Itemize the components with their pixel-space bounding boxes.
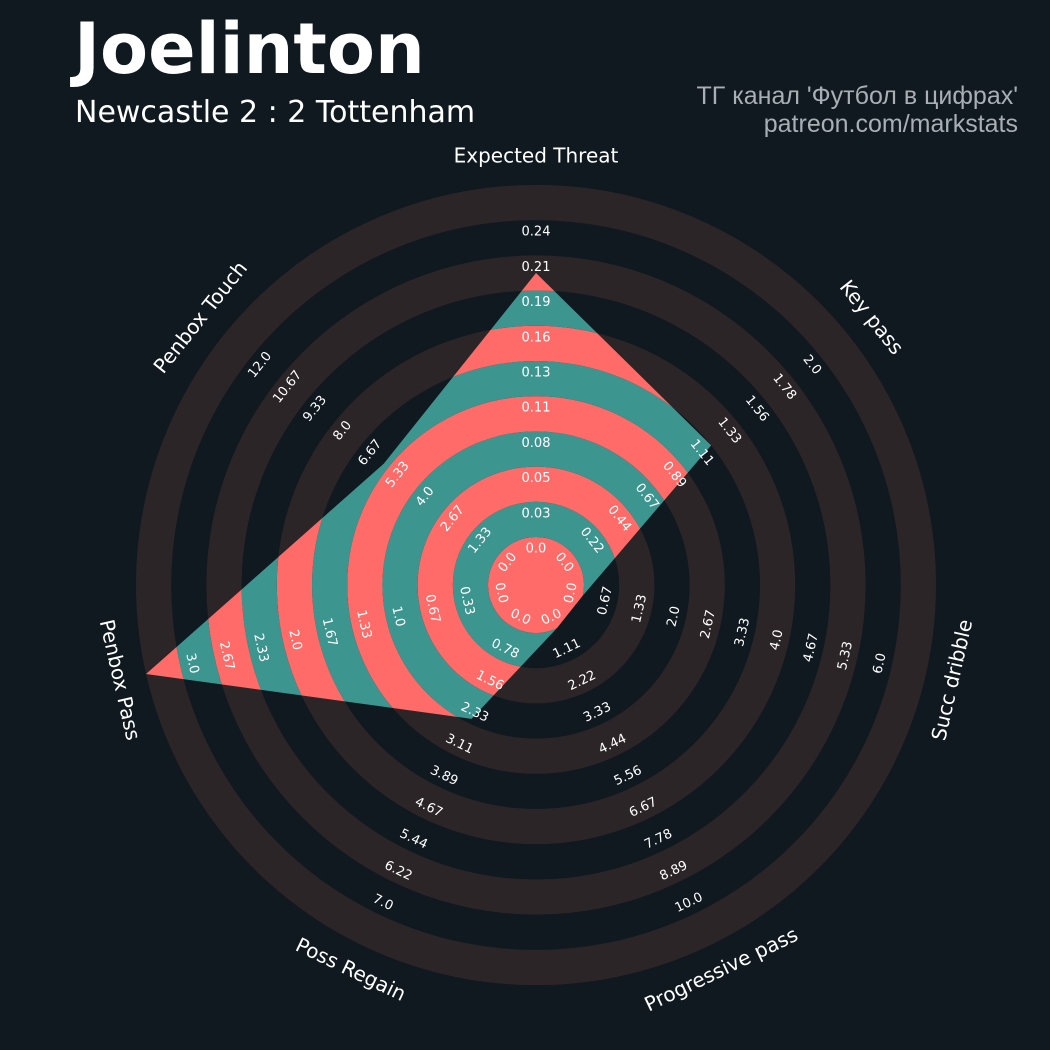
tick-label: 0.24: [522, 225, 551, 240]
tick-label: 0.21: [522, 260, 551, 275]
param-label: Succ dribble: [926, 617, 977, 743]
tick-label: 0.0: [561, 581, 580, 605]
tick-label: 3.0: [182, 652, 201, 676]
tick-label: 0.05: [522, 471, 551, 486]
axis-ticks: 0.0 0.67 1.33 2.0 2.67 3.33 4.0 4.67 5.33 6.0: [561, 581, 889, 675]
tick-label: 4.0: [767, 628, 786, 652]
inner-disc: [488, 537, 584, 633]
tick-label: 7.0: [370, 892, 395, 914]
param-label: Expected Threat: [454, 144, 619, 168]
tick-label: 0.13: [522, 366, 551, 381]
tick-label: 3.33: [732, 616, 753, 648]
tick-label: 2.67: [216, 640, 237, 672]
param-label: Penbox Pass: [95, 617, 146, 742]
tick-label: 1.67: [319, 616, 340, 648]
match-subtitle: Newcastle 2 : 2 Tottenham: [75, 95, 476, 130]
tick-label: 6.0: [870, 652, 889, 676]
tick-label: 2.0: [664, 605, 683, 629]
tick-label: 0.16: [522, 330, 551, 345]
tick-label: 4.67: [801, 632, 822, 664]
tick-label: 2.67: [698, 609, 719, 641]
patreon-credit: patreon.com/markstats: [763, 110, 1018, 138]
tick-label: 0.11: [522, 401, 551, 416]
tick-label: 1.33: [353, 609, 374, 641]
tick-label: 0.67: [595, 585, 616, 617]
tick-label: 1.0: [388, 605, 407, 629]
tick-label: 0.0: [491, 581, 510, 605]
tick-label: 0.67: [422, 593, 443, 625]
tick-label: 1.33: [629, 593, 650, 625]
tick-label: 2.0: [285, 628, 304, 652]
tick-label: 2.33: [250, 632, 271, 664]
telegram-credit: ТГ канал 'Футбол в цифрах': [696, 82, 1018, 110]
tick-label: 0.03: [522, 506, 551, 521]
tick-label: 0.19: [522, 295, 551, 310]
axis-ticks: 0.0 0.03 0.05 0.08 0.11 0.13 0.16 0.19 0.21 0.24: [522, 225, 551, 557]
tick-label: 0.08: [522, 436, 551, 451]
axis-ticks: 0.0 0.33 0.67 1.0 1.33 1.67 2.0 2.33 2.67 3.0: [182, 581, 510, 675]
tick-label: 5.33: [835, 640, 856, 672]
tick-label: 0.33: [456, 585, 477, 617]
tick-label: 0.0: [526, 542, 547, 557]
player-name-title: Joelinton: [74, 8, 425, 90]
